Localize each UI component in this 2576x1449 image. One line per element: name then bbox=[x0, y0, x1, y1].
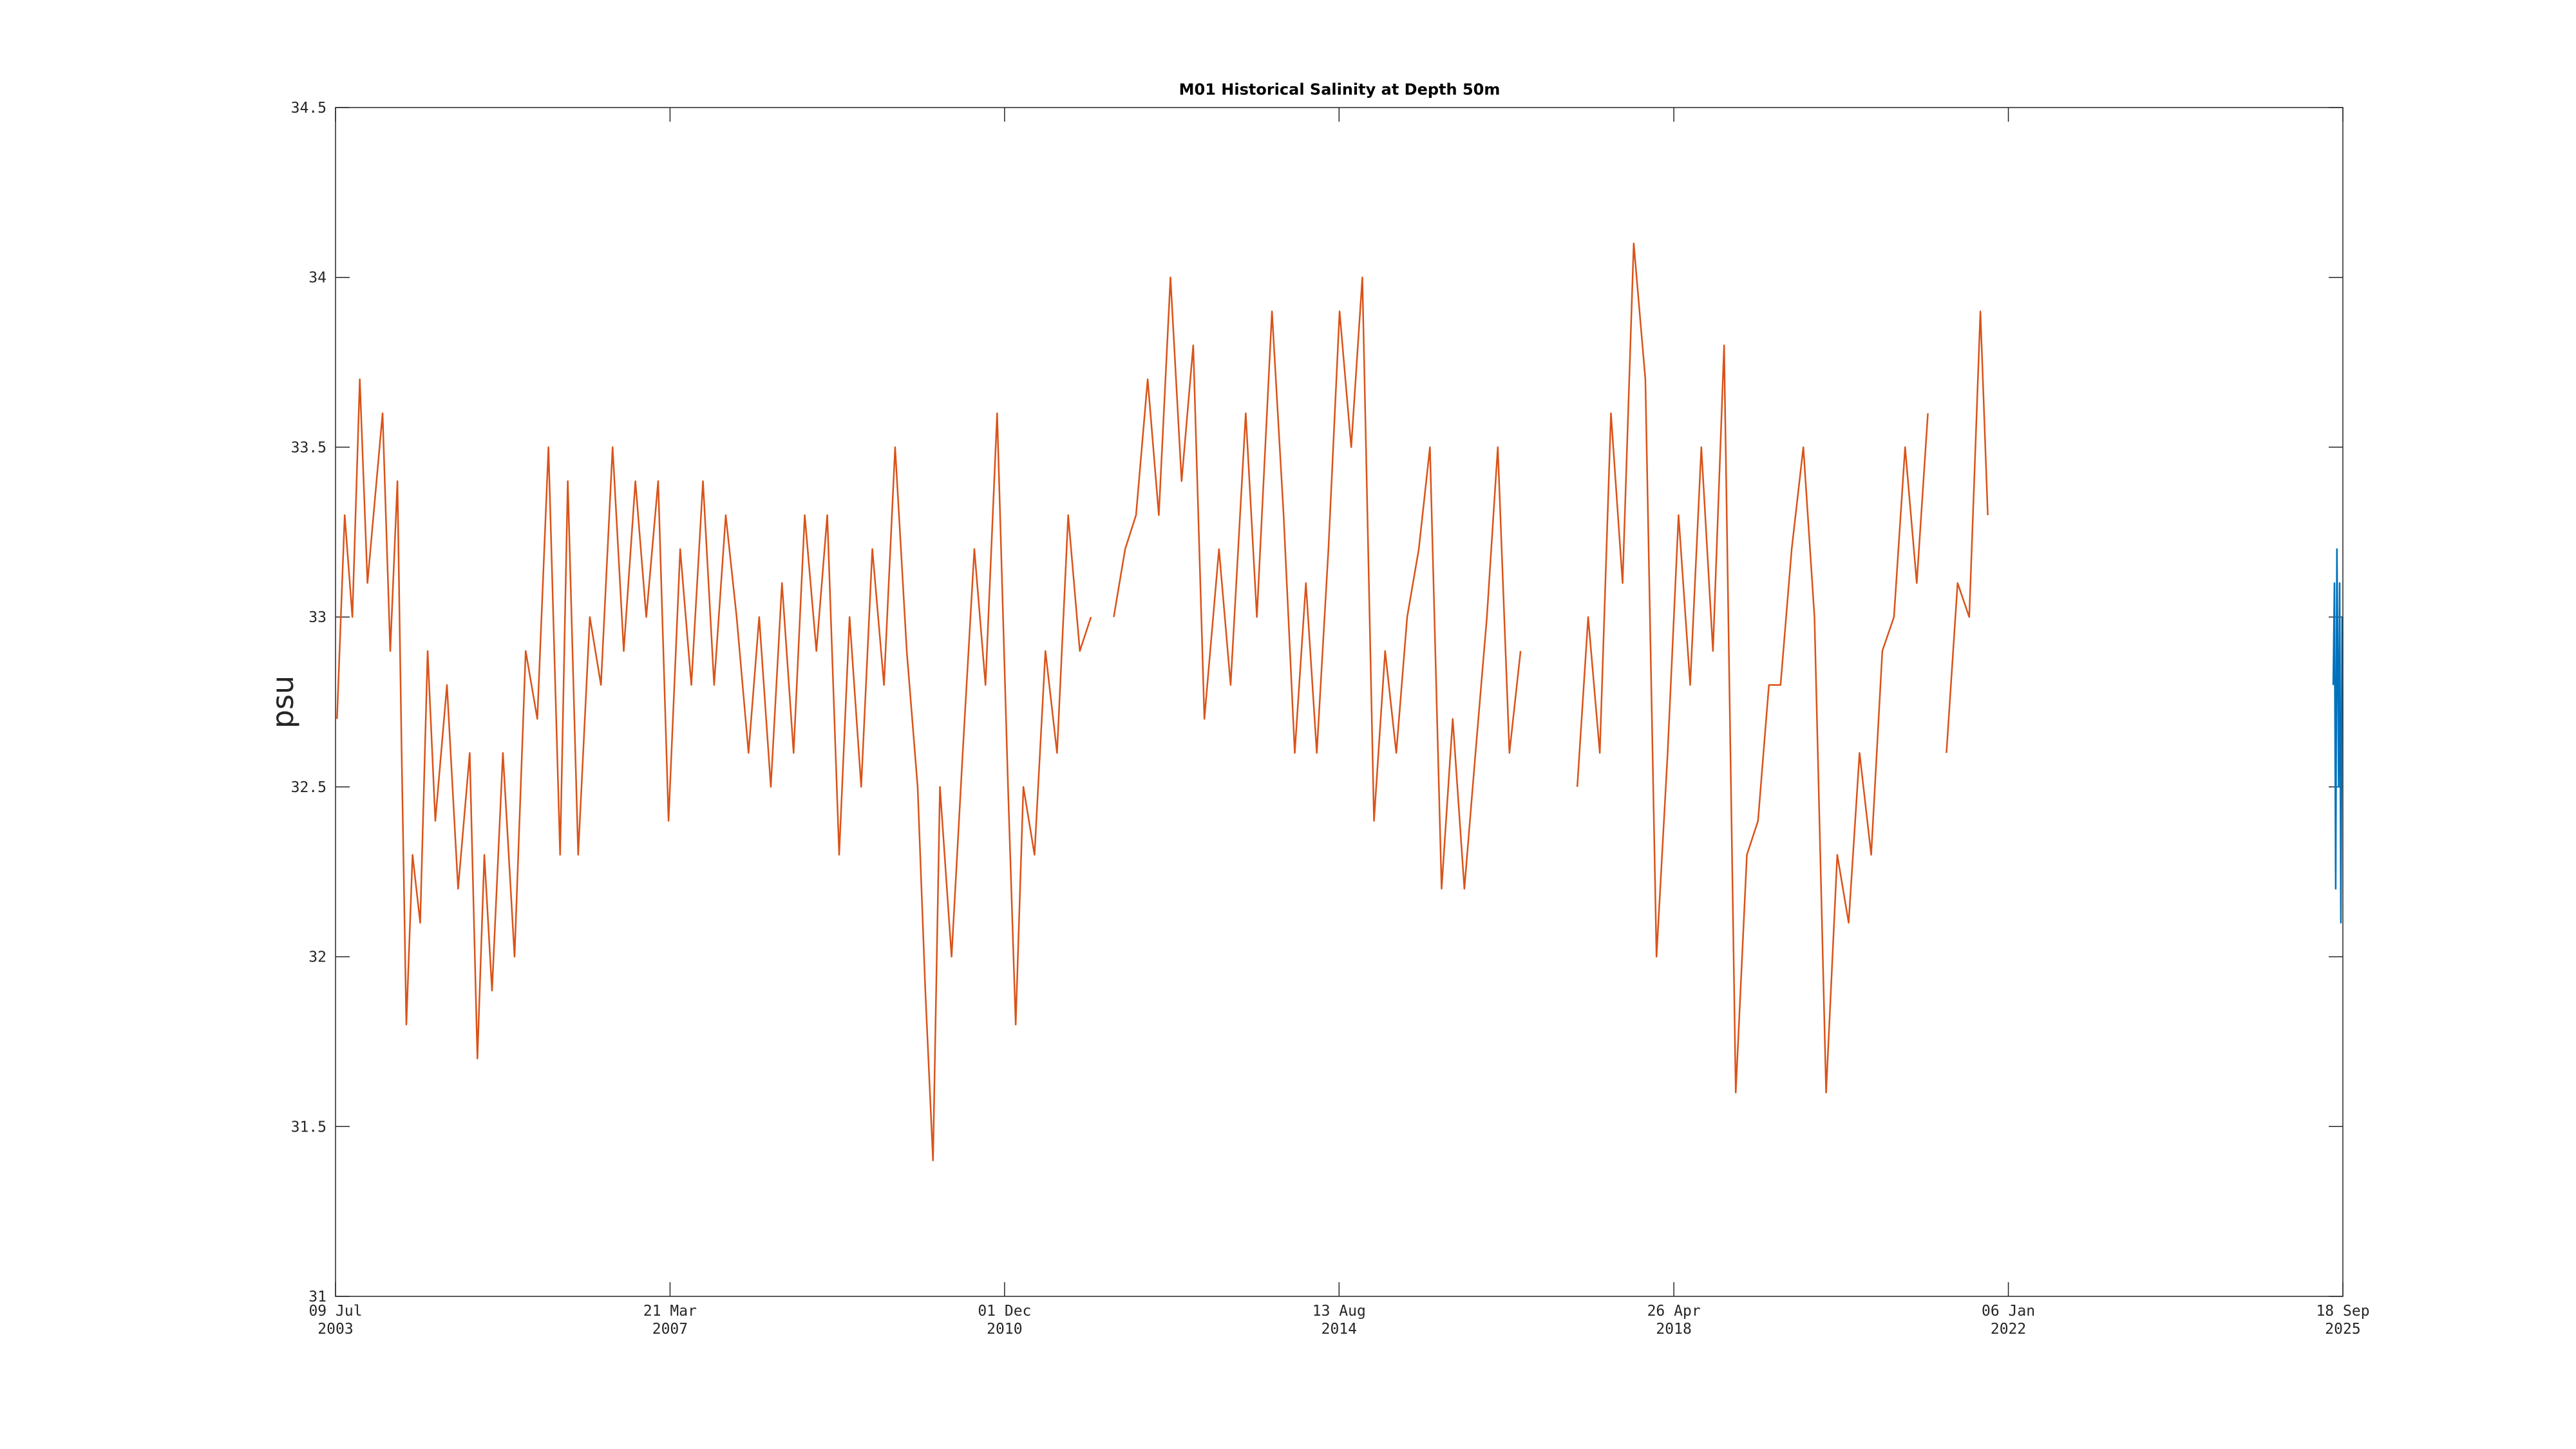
x-tick-label: 06 Jan 2022 bbox=[1982, 1303, 2035, 1338]
x-tick-label: 09 Jul 2003 bbox=[308, 1303, 362, 1338]
data-line bbox=[2332, 548, 2344, 924]
x-tick-label: 01 Dec 2010 bbox=[978, 1303, 1031, 1338]
y-tick-label: 31 bbox=[308, 1289, 327, 1305]
y-tick-label: 31.5 bbox=[291, 1119, 327, 1135]
y-tick-label: 33 bbox=[308, 609, 327, 626]
y-tick-label: 34.5 bbox=[291, 100, 327, 117]
x-tick-label: 21 Mar 2007 bbox=[643, 1303, 697, 1338]
x-tick-label: 13 Aug 2014 bbox=[1312, 1303, 1366, 1338]
x-tick-label: 26 Apr 2018 bbox=[1647, 1303, 1701, 1338]
y-tick-label: 33.5 bbox=[291, 439, 327, 456]
y-tick-label: 34 bbox=[308, 270, 327, 287]
y-axis-label: psu bbox=[265, 676, 300, 728]
chart-title: M01 Historical Salinity at Depth 50m bbox=[1179, 80, 1501, 99]
y-tick-label: 32 bbox=[308, 949, 327, 966]
data-line bbox=[336, 242, 1989, 1162]
y-tick-label: 32.5 bbox=[291, 779, 327, 796]
plot-frame bbox=[335, 107, 2344, 1297]
x-tick-label: 18 Sep 2025 bbox=[2316, 1303, 2369, 1338]
